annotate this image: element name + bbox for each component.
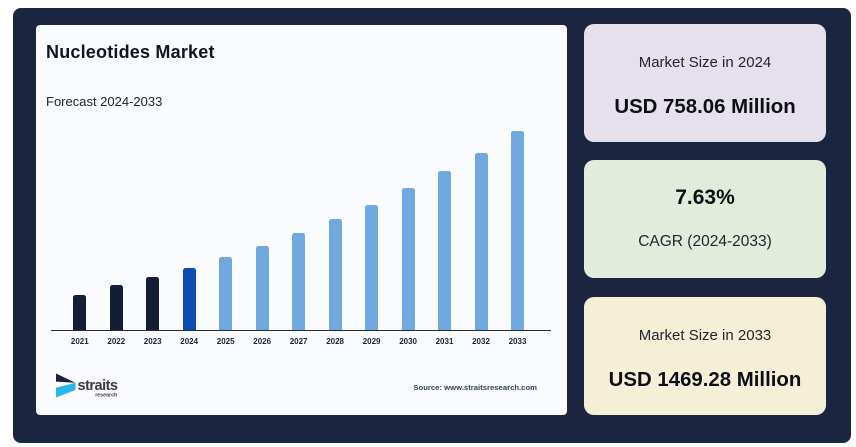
- svg-text:research: research: [95, 393, 117, 399]
- svg-text:straits: straits: [78, 378, 118, 394]
